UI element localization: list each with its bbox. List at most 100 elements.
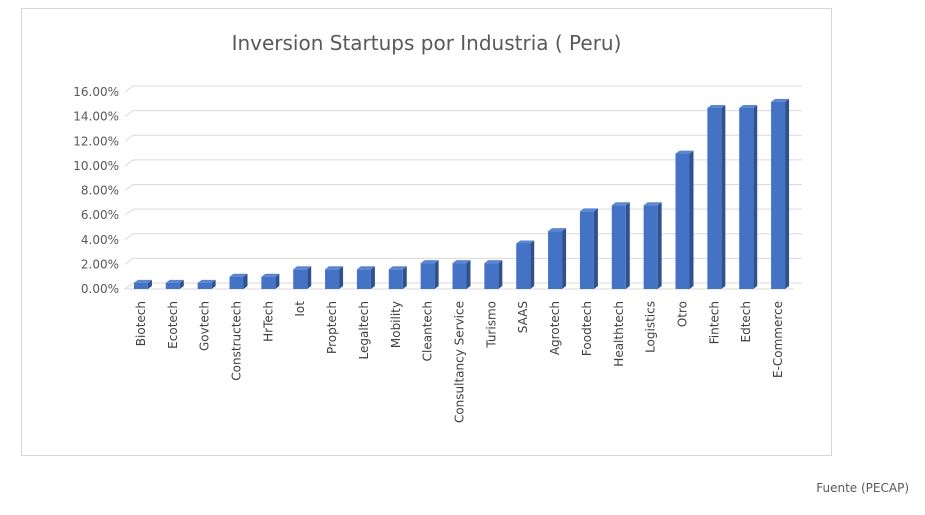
source-note: Fuente (PECAP)	[816, 481, 909, 495]
bar-side	[307, 266, 312, 289]
x-tick-label: Iot	[293, 301, 307, 317]
bar-front	[611, 205, 626, 289]
bar-side	[721, 105, 726, 289]
bar-side	[243, 273, 248, 289]
bar	[388, 266, 407, 289]
bar-top	[771, 98, 790, 102]
y-tick-label: 8.00%	[81, 184, 119, 198]
bar-front	[739, 108, 754, 289]
gridline-side	[124, 233, 134, 241]
bar-top	[611, 202, 630, 206]
bar	[771, 98, 790, 289]
bar-side	[179, 279, 184, 289]
x-tick-label: Edtech	[739, 301, 753, 343]
x-tick-label: Cleantech	[421, 301, 435, 361]
y-tick-label: 0.00%	[81, 282, 119, 296]
bar-top	[325, 266, 344, 270]
gridline-side	[124, 110, 134, 118]
x-tick-label: Consultancy Service	[453, 301, 467, 423]
bar-side	[370, 266, 375, 289]
bar	[229, 273, 248, 289]
bar	[452, 260, 471, 289]
bar-front	[261, 276, 276, 289]
bar-top	[356, 266, 375, 270]
x-tick-label: Turismo	[484, 301, 498, 349]
bar-side	[147, 279, 152, 289]
x-tick-label: Biotech	[134, 301, 148, 346]
bar-front	[579, 211, 594, 289]
bar-front	[707, 108, 722, 289]
bar-side	[498, 260, 503, 289]
bar-side	[211, 279, 216, 289]
bar	[484, 260, 503, 289]
y-tick-label: 12.00%	[73, 134, 119, 148]
bar-top	[133, 279, 152, 283]
x-tick-label: Logistics	[644, 301, 658, 353]
bar-top	[293, 266, 312, 270]
bar-front	[771, 101, 786, 289]
bar-top	[261, 273, 280, 277]
y-tick-label: 14.00%	[73, 110, 119, 124]
chart-title: Inversion Startups por Industria ( Peru)	[231, 31, 622, 55]
bar	[293, 266, 312, 289]
bar-side	[339, 266, 344, 289]
bar	[516, 240, 535, 289]
x-tick-label: Healthtech	[612, 301, 626, 367]
x-tick-label: Constructech	[230, 301, 244, 381]
bar	[548, 228, 567, 289]
y-tick-label: 6.00%	[81, 208, 119, 222]
bar	[165, 279, 184, 289]
y-tick-label: 4.00%	[81, 233, 119, 247]
bar-top	[739, 105, 758, 109]
bar-front	[133, 282, 148, 289]
bar-side	[657, 202, 662, 289]
bar-front	[293, 269, 308, 289]
bar-front	[452, 263, 467, 289]
bar-top	[484, 260, 503, 264]
chart-frame: Inversion Startups por Industria ( Peru)…	[21, 8, 832, 456]
bar-front	[388, 269, 403, 289]
bar	[643, 202, 662, 289]
bar-top	[388, 266, 407, 270]
x-tick-label: SAAS	[516, 301, 530, 333]
bar-front	[165, 282, 180, 289]
bar-top	[516, 240, 535, 244]
bar-front	[325, 269, 340, 289]
y-tick-label: 2.00%	[81, 257, 119, 271]
bar-top	[452, 260, 471, 264]
bar-front	[420, 263, 435, 289]
gridline-side	[124, 159, 134, 167]
gridline-side	[124, 184, 134, 191]
bar-front	[643, 205, 658, 289]
bar-side	[785, 98, 790, 289]
bar-top	[675, 150, 694, 154]
y-tick-label: 10.00%	[73, 159, 119, 173]
bar	[611, 202, 630, 289]
x-tick-label: Proptech	[325, 301, 339, 354]
bar-side	[625, 202, 630, 289]
bar	[356, 266, 375, 289]
x-tick-label: Govtech	[198, 301, 212, 351]
bar-chart: 0.00% 2.00% 4.00% 6.00% 8.00% 10.00% 12.00% 14.…	[73, 85, 802, 423]
bar	[739, 105, 758, 289]
bar-side	[593, 208, 598, 289]
x-tick-label: E-Commerce	[771, 301, 785, 378]
bar	[579, 208, 598, 289]
bar	[675, 150, 694, 289]
bar-side	[562, 228, 567, 289]
bar-top	[707, 105, 726, 109]
gridline-side	[124, 208, 134, 216]
y-tick-label: 16.00%	[73, 85, 119, 99]
bar-front	[229, 276, 244, 289]
bar-top	[548, 228, 567, 232]
bar-side	[275, 273, 280, 289]
x-tick-label: Otro	[676, 301, 690, 327]
bar-top	[643, 202, 662, 206]
bar	[707, 105, 726, 289]
bar-top	[579, 208, 598, 212]
x-tick-label: Legaltech	[357, 301, 371, 359]
gridline-side	[124, 134, 134, 142]
bar-top	[197, 279, 216, 283]
bar-front	[356, 269, 371, 289]
bar	[133, 279, 152, 289]
